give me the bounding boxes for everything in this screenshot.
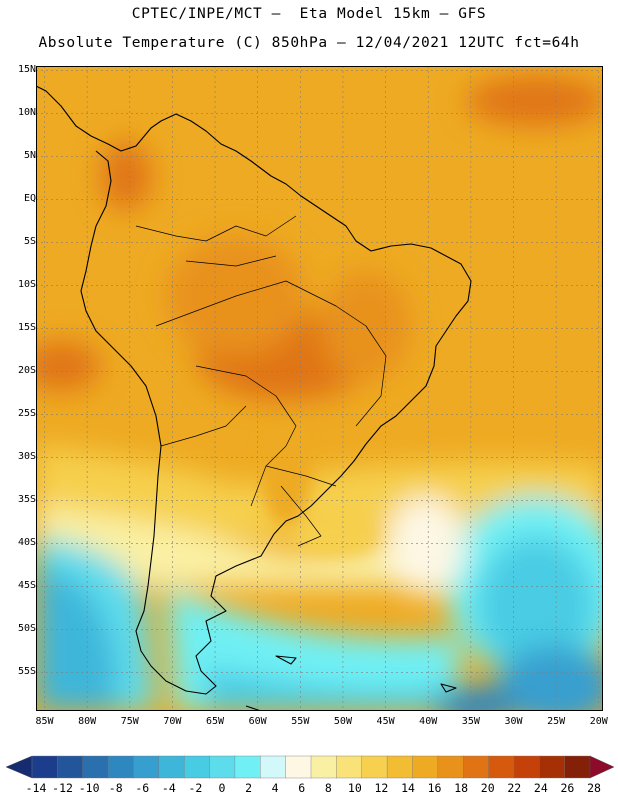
temperature-field bbox=[36, 76, 603, 711]
colorbar-swatch bbox=[209, 755, 236, 779]
colorbar-swatch bbox=[234, 755, 261, 779]
colorbar-tick-label: 14 bbox=[401, 781, 415, 795]
lon-tick-label: 65W bbox=[206, 716, 225, 727]
lon-tick-label: 25W bbox=[547, 716, 566, 727]
lat-tick-label: 40S bbox=[17, 537, 36, 549]
lat-tick-label: 50S bbox=[17, 623, 36, 635]
colorbar-swatch bbox=[133, 755, 160, 779]
colorbar-tick-label: -6 bbox=[135, 781, 150, 795]
lat-tick-label: 5S bbox=[23, 236, 36, 248]
temperature-map bbox=[36, 66, 603, 711]
colorbar-swatch bbox=[158, 755, 185, 779]
lat-tick-label: 30S bbox=[17, 451, 36, 463]
colorbar-tick-label: -2 bbox=[188, 781, 203, 795]
colorbar-low-arrow bbox=[5, 755, 33, 779]
colorbar-swatch bbox=[107, 755, 135, 779]
colorbar-tick-label: 26 bbox=[560, 781, 575, 795]
colorbar-swatch bbox=[310, 755, 338, 779]
lat-tick-label: 10N bbox=[17, 107, 36, 119]
colorbar-tick-label: 20 bbox=[480, 781, 495, 795]
lon-tick-label: 80W bbox=[78, 716, 97, 727]
colorbar-tick-label: 0 bbox=[218, 781, 226, 795]
colorbar-swatch bbox=[31, 755, 59, 779]
lon-tick-label: 45W bbox=[376, 716, 395, 727]
colorbar-swatch bbox=[564, 755, 591, 779]
colorbar-swatch bbox=[386, 755, 414, 779]
colorbar-swatch bbox=[82, 755, 109, 779]
lat-tick-label: 45S bbox=[17, 580, 36, 592]
colorbar-tick-label: 10 bbox=[347, 781, 362, 795]
colorbar-tick-label: -4 bbox=[161, 781, 176, 795]
lon-tick-label: 35W bbox=[461, 716, 480, 727]
colorbar-tick-label: 22 bbox=[507, 781, 522, 795]
lon-tick-label: 85W bbox=[35, 716, 54, 727]
colorbar-tick-label: -10 bbox=[78, 781, 100, 795]
lat-tick-label: 15S bbox=[17, 322, 36, 334]
colorbar-tick-label: 16 bbox=[427, 781, 442, 795]
lat-tick-label: 15N bbox=[17, 64, 36, 76]
lon-tick-label: 55W bbox=[291, 716, 310, 727]
lat-tick-label: 20S bbox=[17, 365, 36, 377]
colorbar-swatch bbox=[260, 755, 287, 779]
lon-tick-label: 40W bbox=[419, 716, 438, 727]
colorbar-swatch bbox=[539, 755, 566, 779]
colorbar-swatch bbox=[412, 755, 439, 779]
colorbar-tick-label: 28 bbox=[587, 781, 601, 795]
colorbar-swatch bbox=[57, 755, 84, 779]
colorbar-swatch bbox=[462, 755, 490, 779]
colorbar-swatch bbox=[488, 755, 515, 779]
colorbar-tick-label: 4 bbox=[271, 781, 279, 795]
colorbar-tick-label: 6 bbox=[298, 781, 306, 795]
chart-title-line-1: CPTEC/INPE/MCT – Eta Model 15km – GFS bbox=[131, 6, 487, 22]
colorbar-swatch bbox=[437, 755, 464, 779]
lon-tick-label: 30W bbox=[504, 716, 523, 727]
colorbar-tick-label: -8 bbox=[108, 781, 123, 795]
colorbar-tick-label: 2 bbox=[245, 781, 253, 795]
lat-tick-label: 25S bbox=[17, 408, 36, 420]
colorbar-tick-label: 18 bbox=[454, 781, 469, 795]
lat-tick-label: 5N bbox=[23, 150, 36, 162]
colorbar-tick-label: -14 bbox=[25, 781, 47, 795]
colorbar-tick-label: 8 bbox=[324, 781, 332, 795]
colorbar-swatch bbox=[285, 755, 312, 779]
colorbar-tick-label: 12 bbox=[374, 781, 389, 795]
map-border bbox=[36, 66, 603, 711]
lon-tick-label: 20W bbox=[589, 716, 608, 727]
colorbar-swatch bbox=[361, 755, 388, 779]
lon-tick-label: 50W bbox=[333, 716, 352, 727]
lon-tick-label: 75W bbox=[120, 716, 139, 727]
lat-tick-label: 55S bbox=[17, 666, 36, 678]
colorbar-tick-label: 24 bbox=[533, 781, 548, 795]
lat-tick-label: 10S bbox=[17, 279, 36, 291]
lat-tick-label: EQ bbox=[23, 193, 36, 205]
colorbar bbox=[5, 755, 615, 779]
lon-tick-label: 70W bbox=[163, 716, 182, 727]
lat-tick-label: 35S bbox=[17, 494, 36, 506]
colorbar-tick-label: -12 bbox=[52, 781, 73, 795]
coastline bbox=[36, 85, 472, 711]
colorbar-high-arrow bbox=[589, 755, 615, 779]
chart-title-line-2: Absolute Temperature (C) 850hPa – 12/04/… bbox=[38, 35, 580, 51]
lon-tick-label: 60W bbox=[248, 716, 267, 727]
colorbar-swatch bbox=[183, 755, 211, 779]
colorbar-swatch bbox=[513, 755, 540, 779]
colorbar-swatch bbox=[336, 755, 363, 779]
